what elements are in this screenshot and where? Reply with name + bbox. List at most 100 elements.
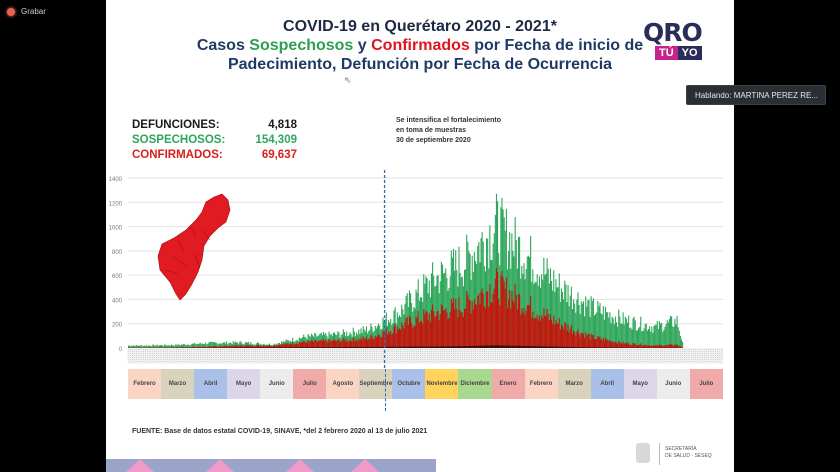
bar-confirmados [241,345,243,348]
bar-confirmados [200,346,202,348]
bar-sospechosos [205,342,207,348]
bar-sospechosos [612,318,614,348]
bar-sospechosos [235,342,238,348]
bar-defunciones [556,346,558,348]
bar-confirmados [197,346,199,348]
bar-confirmados [274,345,276,348]
bar-confirmados [550,319,553,348]
bar-defunciones [522,345,524,348]
bar-confirmados [570,325,572,348]
bar-confirmados [651,345,653,348]
bar-defunciones [249,347,251,348]
bar-sospechosos [528,256,531,348]
bar-confirmados [370,334,372,348]
bar-confirmados [474,303,477,348]
bar-sospechosos [567,285,569,348]
bar-defunciones [305,347,307,348]
bar-confirmados [313,341,315,348]
month-label: Febrero [524,369,558,399]
bar-sospechosos [624,316,626,348]
state-seal-icon [636,443,650,463]
bar-confirmados [462,317,464,348]
bar-defunciones [524,345,526,348]
bar-defunciones [446,346,448,348]
bar-confirmados [336,340,338,348]
bar-sospechosos [519,236,521,348]
bar-confirmados [440,304,442,348]
bar-confirmados [390,330,392,348]
bar-confirmados [384,331,386,348]
bar-defunciones [273,347,275,348]
bar-confirmados [588,333,590,348]
bar-confirmados [575,335,577,348]
bar-confirmados [251,346,253,348]
stat-label: CONFIRMADOS: [132,149,223,161]
bar-defunciones [272,347,274,348]
bar-confirmados [325,339,327,348]
bar-confirmados [456,308,458,348]
bar-confirmados [630,344,632,348]
bar-confirmados [494,278,496,348]
bar-defunciones [422,346,424,348]
bar-confirmados [631,345,633,348]
bar-confirmados [330,340,332,348]
bar-sospechosos [179,345,181,348]
bar-confirmados [305,342,307,348]
bar-sospechosos [650,331,652,348]
bar-sospechosos [191,343,193,348]
bar-confirmados [622,341,624,348]
bar-confirmados [646,345,648,348]
bar-confirmados [255,345,257,348]
bar-defunciones [514,345,516,348]
bar-confirmados [220,346,222,348]
bar-confirmados [417,311,419,348]
bar-confirmados [430,309,433,348]
bar-confirmados [244,345,246,348]
bar-defunciones [367,347,369,348]
bar-confirmados [240,344,242,348]
bar-confirmados [332,339,334,348]
bar-confirmados [484,308,486,348]
bar-confirmados [487,291,489,348]
bar-sospechosos [590,296,592,348]
bar-confirmados [281,343,283,348]
bar-confirmados [322,339,325,348]
bar-sospechosos [644,324,646,348]
bar-sospechosos [666,320,668,348]
bar-confirmados [286,343,288,348]
record-indicator[interactable]: Grabar [7,7,46,16]
bar-sospechosos [198,343,200,348]
bar-defunciones [587,347,589,348]
bar-defunciones [547,346,549,348]
bar-defunciones [395,346,397,348]
bar-defunciones [416,346,418,348]
bar-sospechosos [531,282,533,348]
bar-defunciones [504,345,506,348]
bar-confirmados [680,346,683,348]
bar-defunciones [286,347,288,348]
bar-defunciones [298,347,300,348]
bar-confirmados [164,347,166,348]
bar-sospechosos [585,296,587,348]
bar-defunciones [348,347,350,348]
bar-sospechosos [617,326,619,348]
bar-sospechosos [136,345,138,348]
bar-sospechosos [174,345,176,348]
bar-confirmados [441,305,444,348]
chart: 0 200 400 600 800 1000 1200 1400 [109,170,723,370]
bar-defunciones [374,346,376,348]
bar-defunciones [509,345,511,348]
bar-defunciones [267,347,269,348]
bar-defunciones [527,346,529,348]
bar-confirmados [317,341,319,348]
bar-defunciones [245,347,247,348]
bar-sospechosos [537,285,539,348]
bar-defunciones [525,346,527,348]
bar-defunciones [304,347,306,348]
bar-defunciones [448,346,450,348]
bar-confirmados [403,328,405,348]
bar-confirmados [395,333,397,348]
bar-confirmados [586,335,588,348]
bar-confirmados [536,314,538,348]
bar-confirmados [589,339,591,348]
